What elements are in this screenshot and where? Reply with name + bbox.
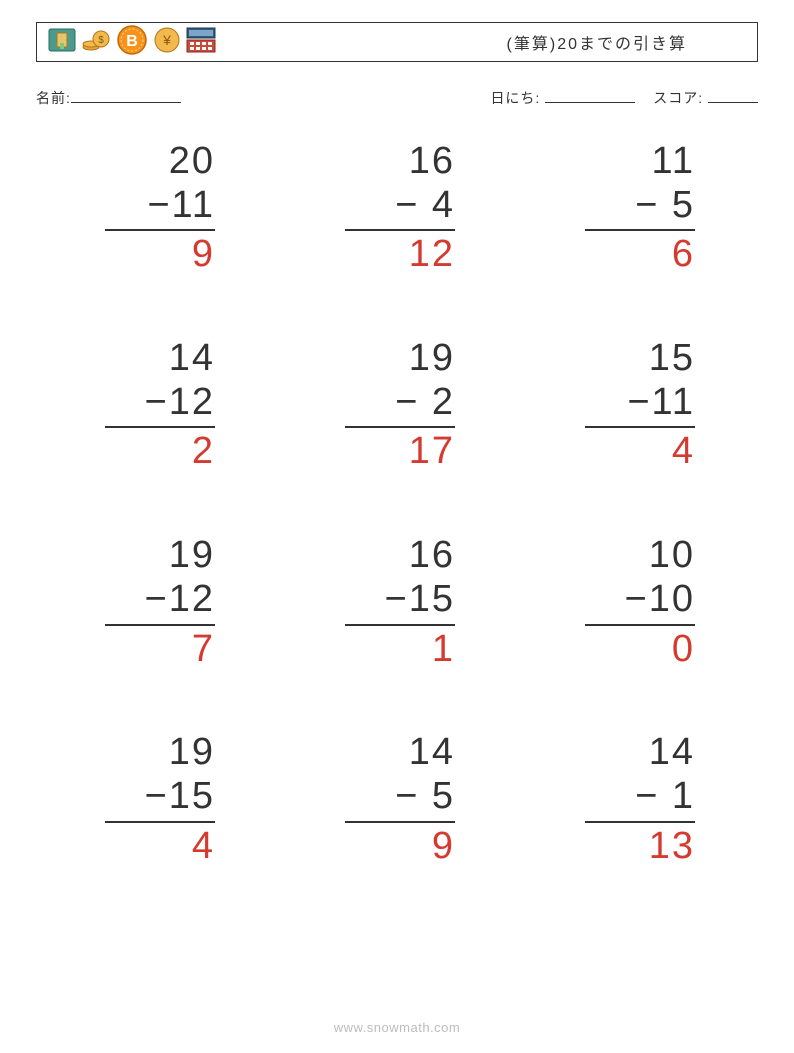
problem-minuend: 14 xyxy=(585,731,695,775)
problem: 19− 217 xyxy=(345,337,455,474)
problem: 14−122 xyxy=(105,337,215,474)
problem: 19−127 xyxy=(105,534,215,671)
problem-subtrahend: − 4 xyxy=(345,184,455,232)
problem-subtrahend: −11 xyxy=(105,184,215,232)
problem-subtrahend: −15 xyxy=(345,578,455,626)
problem: 19−154 xyxy=(105,731,215,868)
meta-name: 名前: xyxy=(36,88,181,108)
problem-minuend: 16 xyxy=(345,140,455,184)
problem-minuend: 16 xyxy=(345,534,455,578)
problem-subtrahend: −12 xyxy=(105,578,215,626)
date-blank xyxy=(545,89,635,103)
problem-answer: 4 xyxy=(585,430,695,474)
footer-url: www.snowmath.com xyxy=(0,1020,794,1035)
problem-answer: 6 xyxy=(585,233,695,277)
problem-minuend: 11 xyxy=(585,140,695,184)
problem-answer: 1 xyxy=(345,628,455,672)
problem-answer: 4 xyxy=(105,825,215,869)
problem: 14− 113 xyxy=(585,731,695,868)
problem-subtrahend: −11 xyxy=(585,381,695,429)
name-label: 名前: xyxy=(36,88,71,108)
problem-answer: 13 xyxy=(585,825,695,869)
problem: 11− 56 xyxy=(585,140,695,277)
problem-minuend: 19 xyxy=(105,534,215,578)
score-label: スコア: xyxy=(653,90,703,106)
meta-score: スコア: xyxy=(653,88,758,108)
worksheet-title: (筆算)20までの引き算 xyxy=(507,30,687,54)
problem-subtrahend: − 5 xyxy=(345,775,455,823)
atm-icon xyxy=(47,25,77,60)
problem-answer: 17 xyxy=(345,430,455,474)
problem-answer: 7 xyxy=(105,628,215,672)
problem: 10−100 xyxy=(585,534,695,671)
problems-grid: 20−11916− 41211− 5614−12219− 21715−11419… xyxy=(60,140,740,868)
date-label: 日にち: xyxy=(490,90,540,106)
problem: 15−114 xyxy=(585,337,695,474)
problem: 16−151 xyxy=(345,534,455,671)
meta-row: 名前: 日にち: スコア: xyxy=(36,88,758,108)
header-icons: $ B ¥ xyxy=(47,23,217,62)
problem-minuend: 19 xyxy=(105,731,215,775)
problem-answer: 0 xyxy=(585,628,695,672)
svg-text:¥: ¥ xyxy=(162,32,171,48)
coin-stack-icon: $ xyxy=(81,25,111,60)
problem-subtrahend: − 5 xyxy=(585,184,695,232)
problem-minuend: 14 xyxy=(105,337,215,381)
problem: 20−119 xyxy=(105,140,215,277)
name-blank xyxy=(71,89,181,103)
header-bar: $ B ¥ xyxy=(36,22,758,62)
svg-text:$: $ xyxy=(98,35,104,46)
calculator-icon xyxy=(185,26,217,59)
problem: 16− 412 xyxy=(345,140,455,277)
problem: 14− 59 xyxy=(345,731,455,868)
bitcoin-icon: B xyxy=(115,23,149,62)
problem-minuend: 19 xyxy=(345,337,455,381)
meta-date: 日にち: xyxy=(490,88,635,108)
problem-subtrahend: −15 xyxy=(105,775,215,823)
problem-minuend: 14 xyxy=(345,731,455,775)
problem-minuend: 15 xyxy=(585,337,695,381)
problem-subtrahend: −10 xyxy=(585,578,695,626)
svg-text:B: B xyxy=(126,33,138,50)
problem-subtrahend: − 2 xyxy=(345,381,455,429)
problem-subtrahend: − 1 xyxy=(585,775,695,823)
problem-answer: 9 xyxy=(105,233,215,277)
problem-minuend: 20 xyxy=(105,140,215,184)
yen-coin-icon: ¥ xyxy=(153,26,181,59)
problem-answer: 2 xyxy=(105,430,215,474)
problem-answer: 12 xyxy=(345,233,455,277)
problem-answer: 9 xyxy=(345,825,455,869)
score-blank xyxy=(708,89,758,103)
problem-minuend: 10 xyxy=(585,534,695,578)
problem-subtrahend: −12 xyxy=(105,381,215,429)
